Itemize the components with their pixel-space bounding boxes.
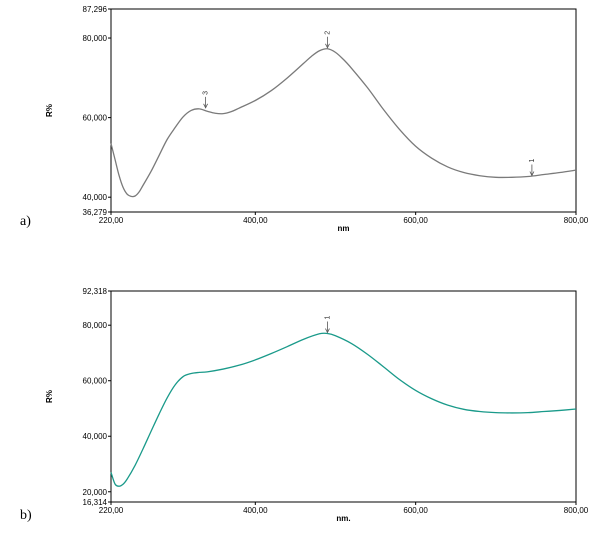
panel-a-y-axis-title: R%: [45, 104, 54, 117]
panel-b-x-tick-label: 800,00: [564, 506, 589, 515]
panel-b-y-tick-label: 40,000: [83, 432, 108, 441]
panel-b-y-tick-label: 60,000: [83, 377, 108, 386]
panel-a-peak-arrow: [203, 103, 208, 109]
panel-a-x-tick-label: 800,00: [564, 216, 589, 225]
panel-b-x-tick-label: 400,00: [243, 506, 268, 515]
panel-b-spectrum-line: [110, 332, 577, 487]
panel-b-peak-label: 1: [324, 315, 331, 319]
panel-b-x-tick-label: 600,00: [403, 506, 428, 515]
panel-a-y-tick-label: 40,000: [83, 193, 108, 202]
panel-b-y-tick-label: 20,000: [83, 488, 108, 497]
panel-a-x-axis-title: nm: [338, 224, 350, 233]
panel-a-x-tick-label: 220,00: [99, 216, 124, 225]
panel-b-plot-frame: [110, 290, 577, 503]
panel-a-x-tick-label: 400,00: [243, 216, 268, 225]
panel-a-y-tick-label: 60,000: [83, 114, 108, 123]
panel-b-y-tick-label: 80,000: [83, 321, 108, 330]
panel-b-peak-arrow: [325, 328, 330, 334]
panel-a-y-tick-label: 36,279: [83, 208, 108, 217]
panel-a-peak-arrow: [529, 171, 535, 177]
panel-b-y-tick-label: 92,318: [83, 287, 108, 296]
panel-a-spectrum-line: [110, 48, 577, 198]
panel-b-x-tick-label: 220,00: [99, 506, 124, 515]
panel-a-plot-frame: [110, 8, 577, 213]
panel-a-peak-arrow: [325, 43, 330, 49]
panel-b-x-axis-title: nm.: [336, 514, 350, 523]
panel-a-y-tick-label: 87,296: [83, 5, 108, 14]
panel-b-label: b): [20, 508, 32, 523]
panel-a-peak-label: 3: [203, 91, 210, 95]
panel-a-x-tick-label: 600,00: [403, 216, 428, 225]
panel-a-peak-label: 1: [529, 158, 536, 162]
panel-b-y-axis-title: R%: [45, 390, 54, 403]
panel-b-y-tick-label: 16,314: [83, 498, 108, 507]
panel-a-label: a): [20, 214, 31, 229]
panel-a-peak-label: 2: [324, 31, 331, 35]
panel-a-y-tick-label: 80,000: [83, 34, 108, 43]
